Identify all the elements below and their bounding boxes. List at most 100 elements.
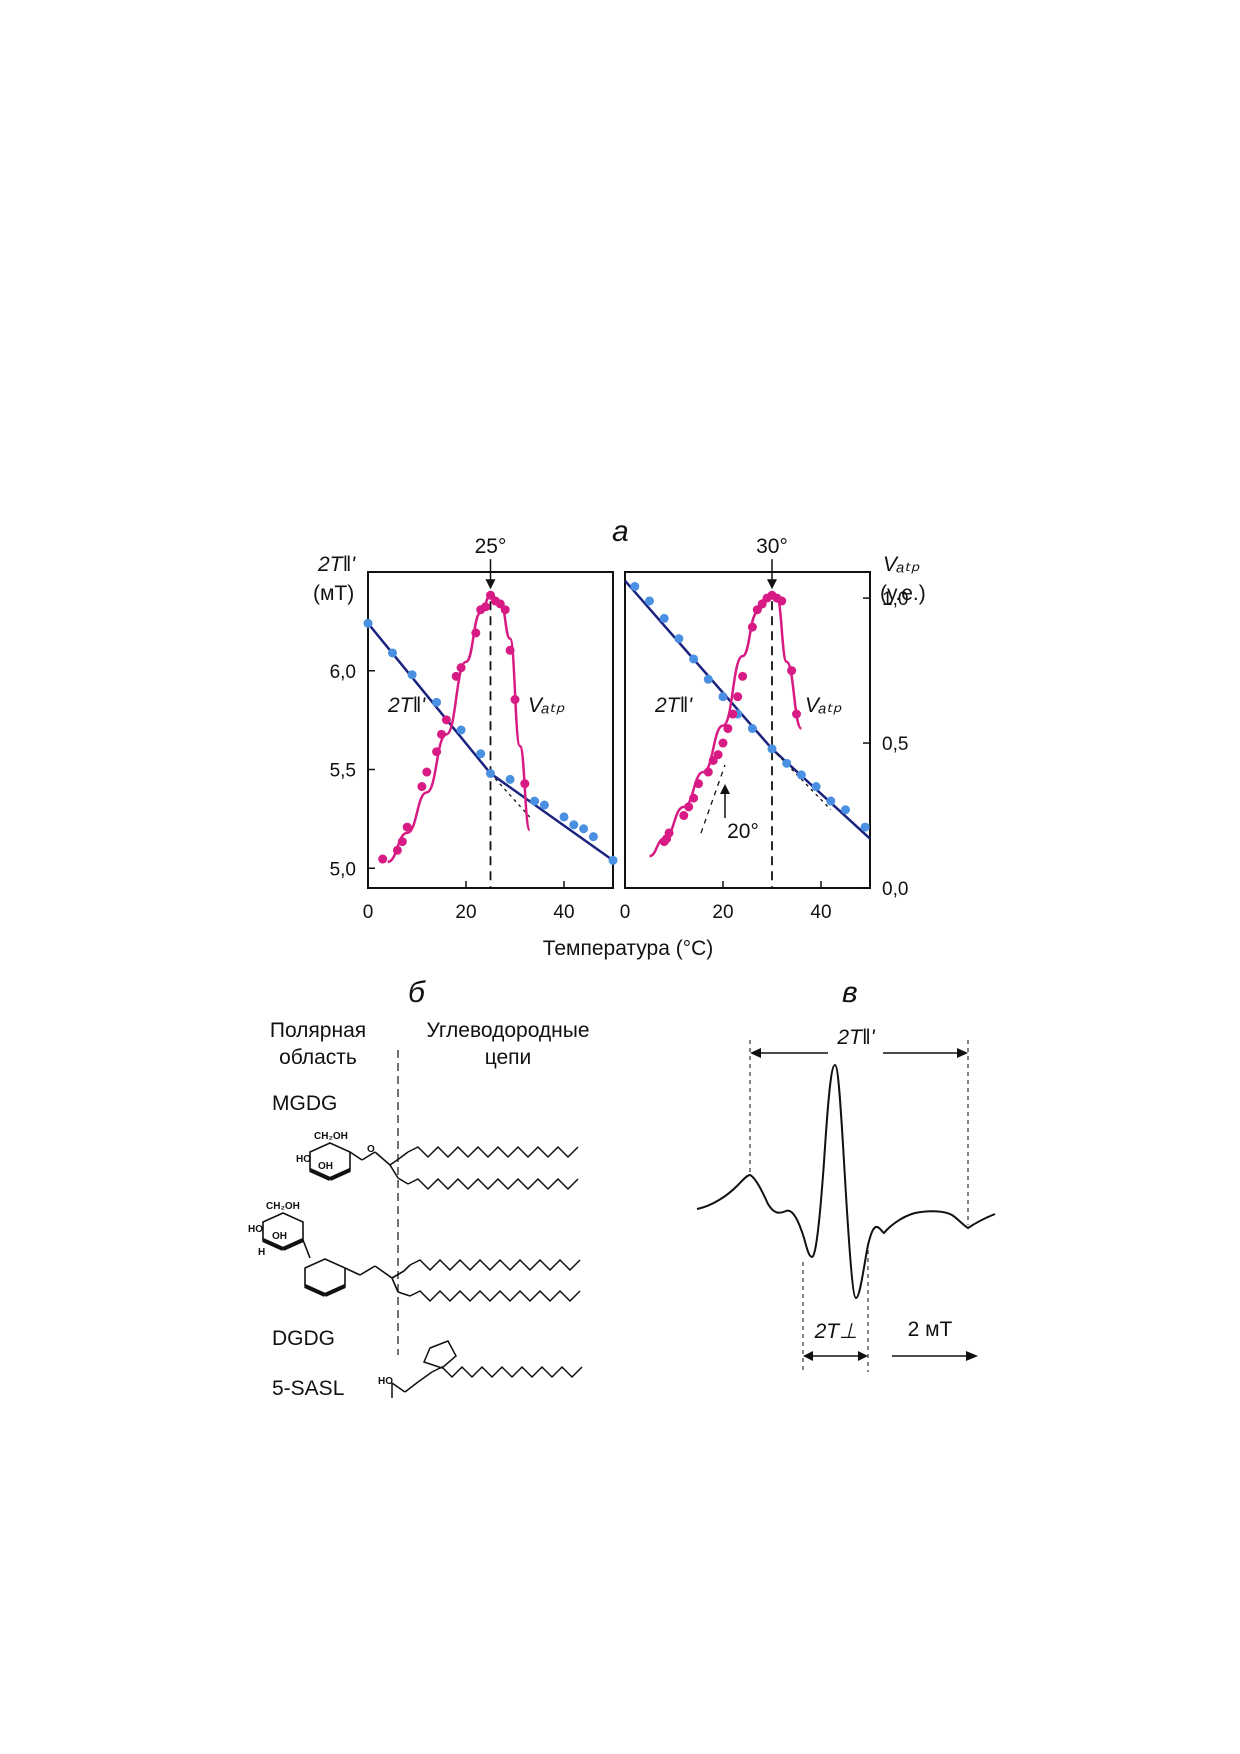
dgdg-chain-1 xyxy=(409,1258,581,1272)
left-axis-name: 2T‖' xyxy=(317,553,356,576)
right-series-vatp-point-15 xyxy=(747,622,757,632)
arrowhead-2t-parallel-left xyxy=(750,1048,761,1058)
panel-letter-a: а xyxy=(612,515,629,548)
mgdg-galactose-ring xyxy=(309,1142,409,1185)
left-label-vatp: Vₐₜₚ xyxy=(528,694,565,717)
panel-c: 2T‖' 2T⊥ 2 мТ xyxy=(696,1026,996,1372)
left-series-2t-point-7 xyxy=(505,774,515,784)
left-label-2t: 2T‖' xyxy=(387,694,426,717)
left-series-2t-point-1 xyxy=(388,648,397,658)
right-series-vatp-point-3 xyxy=(679,811,689,821)
right-series-2t-point-6 xyxy=(718,692,728,702)
molecule-label-mgdg: MGDG xyxy=(272,1092,337,1115)
right-ytick-label-1: 0,5 xyxy=(882,734,908,755)
chart-left: 0 20 40 5,0 5,5 6,0 25° 2T‖' Vₐₜₚ xyxy=(330,535,618,923)
right-lower-transition-label: 20° xyxy=(727,820,759,843)
left-xtick-label-0: 0 xyxy=(363,902,374,923)
left-series-vatp-point-10 xyxy=(456,663,466,673)
panel-letter-b: б xyxy=(408,976,426,1009)
left-series-2t-point-14 xyxy=(608,855,618,865)
dgdg-galactose-rings xyxy=(262,1212,411,1297)
right-series-2t-point-12 xyxy=(811,782,821,792)
right-series-vatp-point-6 xyxy=(694,779,703,789)
mgdg-ho: HO xyxy=(296,1154,311,1165)
left-series-2t-point-5 xyxy=(476,749,486,759)
chart-right: 0 20 40 0,0 0,5 1,0 30° 2T‖' Vₐₜₚ 20° xyxy=(620,535,909,923)
left-series-2t-point-9 xyxy=(539,800,549,810)
left-ytick-label-2: 6,0 xyxy=(330,662,356,683)
right-series-vatp-point-23 xyxy=(792,709,801,719)
right-series-vatp-curve xyxy=(649,593,803,858)
left-series-vatp-point-8 xyxy=(441,715,451,725)
left-series-vatp-point-6 xyxy=(432,747,442,757)
left-series-vatp-point-4 xyxy=(417,782,427,792)
left-series-2t-point-13 xyxy=(588,832,598,842)
right-series-2t-point-13 xyxy=(826,796,836,806)
left-xtick-label-1: 20 xyxy=(455,902,476,923)
polar-region-label: Полярная область xyxy=(270,1019,366,1069)
right-series-2t-point-3 xyxy=(674,634,684,644)
right-series-2t-point-11 xyxy=(796,770,806,780)
left-series-vatp-point-13 xyxy=(481,602,491,612)
label-2t-parallel: 2T‖' xyxy=(836,1026,875,1049)
right-ytick-label-0: 0,0 xyxy=(882,879,908,900)
molecule-label-dgdg: DGDG xyxy=(272,1327,335,1350)
left-series-vatp-point-19 xyxy=(510,695,520,705)
epr-spectrum-curve xyxy=(696,1063,996,1300)
mgdg-chain-1 xyxy=(407,1145,579,1159)
arrowhead-2t-parallel-right xyxy=(957,1048,968,1058)
arrowhead-2t-perp-right xyxy=(858,1351,868,1361)
left-series-2t-point-0 xyxy=(363,618,373,628)
right-xtick-label-1: 20 xyxy=(712,902,733,923)
right-series-2t-point-15 xyxy=(860,822,870,832)
left-transition-arrowhead xyxy=(485,579,496,590)
molecule-label-5sasl: 5-SASL xyxy=(272,1377,344,1400)
right-series-2t-point-5 xyxy=(703,674,713,684)
hydrocarbon-chains xyxy=(407,1145,583,1379)
left-series-vatp-point-18 xyxy=(505,645,515,655)
left-series-vatp-point-3 xyxy=(402,822,412,832)
right-series-2t-point-8 xyxy=(747,724,757,734)
panel-b: Полярная область Углеводородные цепи MGDG … xyxy=(248,1019,590,1400)
right-series-vatp-point-7 xyxy=(703,767,713,777)
dgdg-chain-2 xyxy=(409,1289,581,1303)
left-series-2t-point-10 xyxy=(559,812,569,822)
right-series-2t-point-9 xyxy=(767,744,777,754)
right-transition-label: 30° xyxy=(756,535,788,558)
panel-letter-c: в xyxy=(842,976,858,1009)
left-series-2t-point-2 xyxy=(407,670,417,680)
label-2t-perp: 2T⊥ xyxy=(814,1320,858,1343)
right-xtick-label-2: 40 xyxy=(810,902,831,923)
right-series-2t-point-10 xyxy=(782,758,792,768)
left-series-vatp-point-5 xyxy=(422,767,432,777)
left-series-2t-point-4 xyxy=(456,725,466,735)
left-series-2t-point-12 xyxy=(579,824,589,834)
left-series-vatp-point-1 xyxy=(392,845,402,855)
right-series-2t-point-14 xyxy=(841,805,850,815)
right-lower-extrapolation xyxy=(700,764,726,834)
left-series-vatp-point-9 xyxy=(451,671,461,681)
dgdg-ch2oh: CH₂OH xyxy=(266,1201,300,1212)
left-series-vatp-point-7 xyxy=(437,729,446,739)
right-ytick-label-2: 1,0 xyxy=(882,589,908,610)
right-series-vatp-point-22 xyxy=(787,666,797,676)
right-series-vatp-point-11 xyxy=(723,724,733,734)
left-series-2t-point-11 xyxy=(569,820,579,830)
right-series-vatp-point-14 xyxy=(738,671,748,681)
right-series-vatp-point-4 xyxy=(684,802,694,812)
left-series-vatp-point-17 xyxy=(500,605,510,615)
left-xtick-label-2: 40 xyxy=(553,902,574,923)
mgdg-o: O xyxy=(367,1144,375,1155)
right-axis-unit: (у.е.) xyxy=(880,582,926,605)
right-series-vatp-point-13 xyxy=(733,692,743,702)
right-label-2t: 2T‖' xyxy=(654,694,693,717)
right-series-vatp-point-10 xyxy=(718,738,728,748)
right-series-2t-point-0 xyxy=(630,581,640,591)
dgdg-h: H xyxy=(258,1247,265,1258)
mgdg-ch2oh: CH₂OH xyxy=(314,1131,348,1142)
arrowhead-2t-perp-left xyxy=(803,1351,813,1361)
right-axis-name: Vₐₜₚ xyxy=(883,553,920,576)
hydrocarbon-label: Углеводородные цепи xyxy=(426,1019,589,1069)
mgdg-chain-2 xyxy=(407,1177,579,1191)
